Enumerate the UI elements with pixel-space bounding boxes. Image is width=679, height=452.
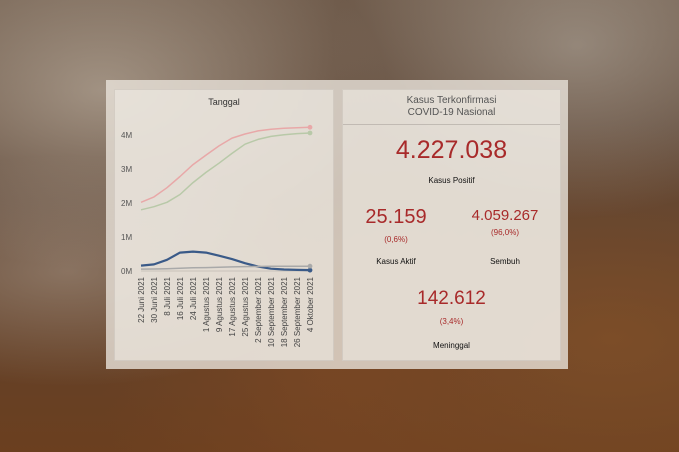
chart-panel: Tanggal 0M 1M 2M 3M 4M 22 Juni 2021 30 Juni 20… bbox=[114, 89, 334, 361]
x-tick-label: 24 Juli 2021 bbox=[189, 276, 198, 320]
x-tick-label: 9 Agustus 2021 bbox=[215, 276, 224, 332]
summary-divider bbox=[343, 124, 560, 125]
aktif-percent: (0,6%) bbox=[384, 235, 408, 244]
x-tick-label: 30 Juni 2021 bbox=[150, 276, 159, 322]
x-tick-label: 16 Juli 2021 bbox=[176, 276, 185, 320]
series-end-point-positif[interactable] bbox=[307, 124, 313, 130]
series-end-point-sembuh[interactable] bbox=[307, 130, 313, 136]
y-tick-label: 0M bbox=[121, 267, 132, 276]
y-tick-label: 4M bbox=[121, 131, 132, 140]
x-tick-label: 17 Agustus 2021 bbox=[228, 276, 237, 336]
summary-title-line2: COVID-19 Nasional bbox=[407, 107, 496, 118]
x-tick-label: 2 September 2021 bbox=[254, 276, 263, 342]
series-line-aktif[interactable] bbox=[140, 250, 311, 272]
sembuh-value: 4.059.267 bbox=[471, 207, 539, 224]
meninggal-value: 142.612 bbox=[417, 288, 486, 309]
summary-title: Kasus Terkonfirmasi COVID-19 Nasional bbox=[343, 95, 560, 119]
summary-panel: Kasus Terkonfirmasi COVID-19 Nasional 4.… bbox=[342, 89, 561, 361]
chart-title: Tanggal bbox=[208, 97, 240, 107]
series-line-positif[interactable] bbox=[140, 126, 311, 203]
x-tick-label: 26 September 2021 bbox=[293, 276, 302, 347]
aktif-value: 25.159 bbox=[365, 206, 427, 228]
y-tick-label: 3M bbox=[121, 165, 132, 174]
dashboard-card: Tanggal 0M 1M 2M 3M 4M 22 Juni 2021 30 Juni 20… bbox=[106, 80, 568, 369]
series-end-point-aktif[interactable] bbox=[307, 267, 313, 273]
summary-title-line1: Kasus Terkonfirmasi bbox=[406, 95, 497, 106]
cases-line-chart[interactable]: 0M 1M 2M 3M 4M 22 Juni 2021 30 Juni 2021 8 Juli… bbox=[115, 90, 333, 360]
x-tick-label: 10 September 2021 bbox=[267, 276, 276, 347]
y-tick-label: 1M bbox=[121, 233, 132, 242]
x-tick-label: 18 September 2021 bbox=[280, 276, 289, 347]
series-end-point-meninggal[interactable] bbox=[307, 263, 313, 269]
positif-value: 4.227.038 bbox=[395, 136, 508, 164]
sembuh-percent: (96,0%) bbox=[490, 228, 519, 237]
series-line-meninggal[interactable] bbox=[140, 265, 310, 270]
aktif-label: Kasus Aktif bbox=[376, 257, 416, 266]
x-tick-label: 1 Agustus 2021 bbox=[202, 276, 211, 332]
sembuh-label: Sembuh bbox=[490, 257, 520, 266]
meninggal-percent: (3,4%) bbox=[439, 317, 464, 326]
y-tick-label: 2M bbox=[121, 199, 132, 208]
x-tick-label: 4 Oktober 2021 bbox=[306, 276, 315, 332]
x-tick-label: 22 Juni 2021 bbox=[137, 276, 146, 322]
x-tick-label: 25 Agustus 2021 bbox=[241, 276, 250, 336]
x-tick-label: 8 Juli 2021 bbox=[163, 276, 172, 315]
series-line-sembuh[interactable] bbox=[140, 132, 311, 211]
meninggal-label: Meninggal bbox=[433, 341, 470, 350]
positif-label: Kasus Positif bbox=[428, 176, 475, 185]
